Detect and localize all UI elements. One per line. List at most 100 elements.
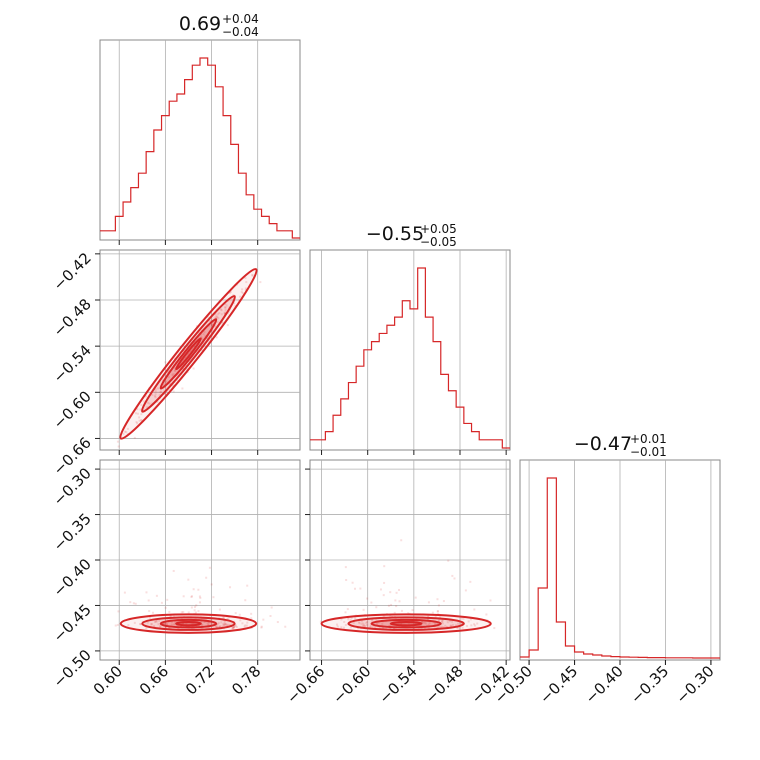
panel-0-point-4: [156, 400, 159, 403]
panel-2-point-96: [438, 625, 441, 628]
panel-0-contour-2: [159, 318, 218, 390]
panel-1-point-87: [172, 569, 175, 572]
panel-2-point-229: [360, 622, 363, 625]
title-2-plus: +0.01: [630, 432, 667, 446]
panel-2-point-24: [381, 626, 384, 629]
panel-1-point-78: [149, 616, 152, 619]
panel-0-point-38: [211, 329, 214, 332]
panel-2-point-153: [400, 622, 403, 625]
panel-2-point-194: [422, 621, 425, 624]
panel-0-point-174: [226, 324, 229, 327]
panel-1-point-141: [173, 622, 176, 625]
panel-2-point-212: [441, 619, 444, 622]
panel-2-point-197: [344, 623, 347, 626]
panel-0-point-67: [199, 333, 202, 336]
panel-1-point-25: [223, 621, 226, 624]
panel-0-point-233: [190, 350, 193, 353]
panel-1-point-182: [207, 621, 210, 624]
panel-0-point-106: [117, 445, 120, 448]
panel-1-point-60: [90, 600, 92, 602]
panel-0-point-47: [172, 384, 175, 387]
panel-2-point-74: [403, 625, 406, 628]
panel-0-point-217: [209, 319, 212, 322]
panel-2-point-144: [427, 618, 430, 621]
panel-1-point-13: [222, 616, 225, 619]
panel-2-point-69: [437, 620, 440, 623]
panel-2-point-244: [431, 611, 434, 614]
panel-1-point-185: [194, 611, 197, 614]
panel-2-point-145: [366, 624, 369, 627]
panel-0-point-234: [172, 375, 175, 378]
panel-2-point-87: [451, 623, 454, 626]
panel-2-point-98: [397, 588, 400, 591]
panel-1-point-45: [170, 623, 173, 626]
panel-2-point-215: [343, 620, 346, 623]
panel-2-point-7: [454, 624, 457, 627]
panel-0-point-230: [202, 342, 205, 345]
panel-2-point-179: [362, 622, 365, 625]
panel-2-point-200: [382, 614, 385, 617]
panel-2-point-193: [451, 620, 454, 623]
panel-2-point-170: [434, 615, 437, 618]
panel-1-point-181: [205, 617, 208, 620]
panel-0-point-144: [202, 333, 205, 336]
panel-1-point-233: [181, 622, 184, 625]
panel-1-point-177: [217, 626, 220, 629]
panel-1-point-62: [199, 596, 202, 599]
panel-1-point-92: [164, 606, 167, 609]
panel-2-point-165: [473, 623, 476, 626]
panel-0-point-1: [233, 302, 236, 305]
panel-2-point-116: [397, 622, 400, 625]
panel-2-contour-2: [370, 618, 442, 629]
panel-0-point-123: [133, 436, 136, 439]
panel-2-point-136: [423, 627, 426, 630]
panel-2-point-138: [369, 624, 372, 627]
panel-0-point-105: [203, 331, 206, 334]
panel-0-point-222: [220, 308, 223, 311]
panel-1-point-84: [203, 617, 206, 620]
xaxis-2-ticklabel-2: −0.40: [582, 662, 627, 707]
panel-0-point-116: [192, 367, 195, 370]
panel-2-point-71: [384, 626, 387, 629]
panel-1-point-258: [215, 626, 218, 629]
panel-0-point-34: [177, 372, 180, 375]
panel-2-point-225: [436, 610, 439, 613]
panel-2-point-15: [427, 601, 430, 604]
panel-0-point-254: [184, 356, 187, 359]
panel-0-point-166: [241, 288, 244, 291]
panel-0-point-24: [126, 427, 129, 430]
panel-1-point-139: [276, 621, 279, 624]
panel-1-point-154: [206, 622, 209, 625]
panel-2-point-121: [400, 539, 403, 542]
panel-0-point-147: [172, 390, 175, 393]
panel-0-point-243: [168, 369, 171, 372]
title-2-minus: −0.01: [630, 445, 667, 459]
panel-0-point-169: [142, 400, 145, 403]
panel-0-point-19: [148, 402, 151, 405]
panel-1-point-68: [190, 595, 193, 598]
panel-0-point-98: [154, 388, 157, 391]
panel-1-point-216: [200, 620, 203, 623]
panel-0-point-88: [183, 349, 186, 352]
panel-0-point-241: [204, 335, 207, 338]
panel-2-point-171: [354, 617, 357, 620]
panel-1-point-117: [232, 626, 235, 629]
panel-0-point-20: [215, 336, 218, 339]
panel-2-point-234: [465, 625, 468, 628]
panel-1-point-49: [114, 624, 117, 627]
panel-0-point-28: [134, 412, 137, 415]
panel-2-point-189: [456, 626, 459, 629]
panel-2-point-68: [457, 622, 460, 625]
panel-1-point-12: [190, 606, 193, 609]
panel-2-point-178: [363, 625, 366, 628]
panel-2-point-218: [444, 624, 447, 627]
panel-2-point-172: [383, 615, 386, 618]
panel-0-point-87: [163, 393, 166, 396]
panel-1-point-32: [162, 623, 165, 626]
panel-2-point-126: [462, 617, 465, 620]
panel-1-point-224: [174, 620, 177, 623]
panel-0-contour-0: [119, 268, 258, 440]
panel-1-point-36: [163, 621, 166, 624]
panel-0-point-94: [187, 353, 190, 356]
panel-2-point-243: [426, 618, 429, 621]
